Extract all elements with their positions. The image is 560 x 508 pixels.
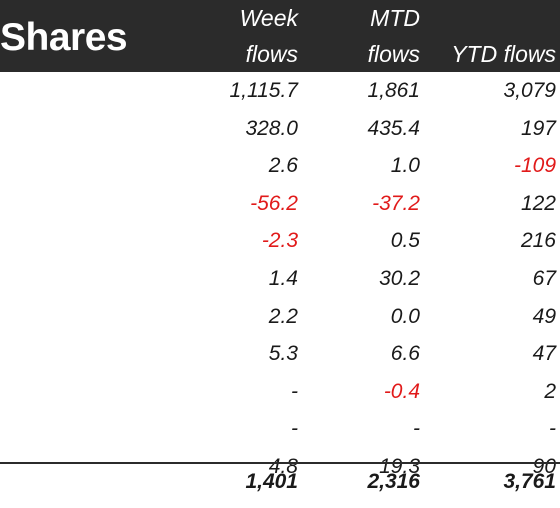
week-flows-cell: -2.3 — [261, 229, 298, 253]
mtd-flows-cell: 19.3 — [379, 454, 420, 478]
table-row: - -0.4 2 — [0, 373, 560, 411]
flows-table-body: 1,115.7 1,861 3,079 328.0 435.4 197 2.6 1.0 -109… — [0, 72, 560, 486]
total-mtd-flows: 2,316 — [367, 470, 420, 493]
mtd-flows-cell: -0.4 — [383, 379, 420, 403]
ytd-flows-cell: 197 — [520, 116, 556, 140]
ytd-flows-cell: - — [549, 417, 556, 441]
table-row: 5.3 6.6 47 — [0, 335, 560, 373]
table-row: 2.6 1.0 -109 — [0, 147, 560, 185]
column-header-line — [416, 0, 556, 36]
week-flows-cell: 1,115.7 — [229, 79, 298, 102]
week-flows-cell: - — [291, 379, 298, 403]
column-header-mtd-flows: MTD flows — [310, 0, 420, 72]
mtd-flows-cell: 0.5 — [390, 229, 420, 253]
column-header-line: Week — [239, 5, 298, 31]
mtd-flows-cell: 30.2 — [379, 266, 420, 290]
table-row: 328.0 435.4 197 — [0, 110, 560, 148]
table-row: --- — [0, 410, 560, 448]
ytd-flows-cell: 67 — [532, 266, 556, 290]
table-row: 1,115.7 1,861 3,079 — [0, 72, 560, 110]
ytd-flows-cell: 2 — [544, 379, 556, 403]
week-flows-cell: 5.3 — [268, 342, 298, 366]
mtd-flows-cell: 1,861 — [367, 79, 420, 102]
mtd-flows-cell: 6.6 — [390, 342, 420, 366]
table-row: -2.3 0.5 216 — [0, 222, 560, 260]
mtd-flows-cell: -37.2 — [372, 191, 420, 215]
section-title: Shares — [0, 16, 128, 59]
total-week-flows: 1,401 — [245, 470, 298, 493]
week-flows-cell: 328.0 — [245, 116, 298, 140]
total-row: 1,401 2,316 3,761 — [0, 464, 560, 504]
table-row: 4.8 19.3 90 — [0, 448, 560, 486]
ytd-flows-cell: 122 — [520, 191, 556, 215]
column-header-ytd-flows: YTD flows — [416, 0, 556, 72]
total-divider — [0, 462, 560, 464]
ytd-flows-cell: 49 — [532, 304, 556, 328]
table-row: 1.4 30.2 67 — [0, 260, 560, 298]
column-header-line: YTD flows — [451, 41, 556, 67]
ytd-flows-cell: 47 — [532, 342, 556, 366]
table-row: -56.2 -37.2 122 — [0, 185, 560, 223]
week-flows-cell: 2.2 — [268, 304, 298, 328]
table-row: 2.2 0.0 49 — [0, 298, 560, 336]
week-flows-cell: -56.2 — [250, 191, 298, 215]
table-header: Shares Week flows MTD flows YTD flows — [0, 0, 560, 72]
week-flows-cell: 1.4 — [268, 266, 298, 290]
column-header-line: flows — [367, 41, 420, 67]
mtd-flows-cell: 1.0 — [390, 154, 420, 178]
total-ytd-flows: 3,761 — [503, 470, 556, 493]
ytd-flows-cell: 216 — [520, 229, 556, 253]
column-header-week-flows: Week flows — [188, 0, 298, 72]
week-flows-cell: 2.6 — [268, 154, 298, 178]
mtd-flows-cell: - — [413, 417, 420, 441]
ytd-flows-cell: 90 — [532, 454, 556, 478]
ytd-flows-cell: -109 — [513, 154, 556, 178]
mtd-flows-cell: 0.0 — [390, 304, 420, 328]
week-flows-cell: - — [291, 417, 298, 441]
mtd-flows-cell: 435.4 — [367, 116, 420, 140]
week-flows-cell: 4.8 — [268, 454, 298, 478]
column-header-line: MTD — [370, 5, 420, 31]
ytd-flows-cell: 3,079 — [503, 79, 556, 102]
column-header-line: flows — [245, 41, 298, 67]
